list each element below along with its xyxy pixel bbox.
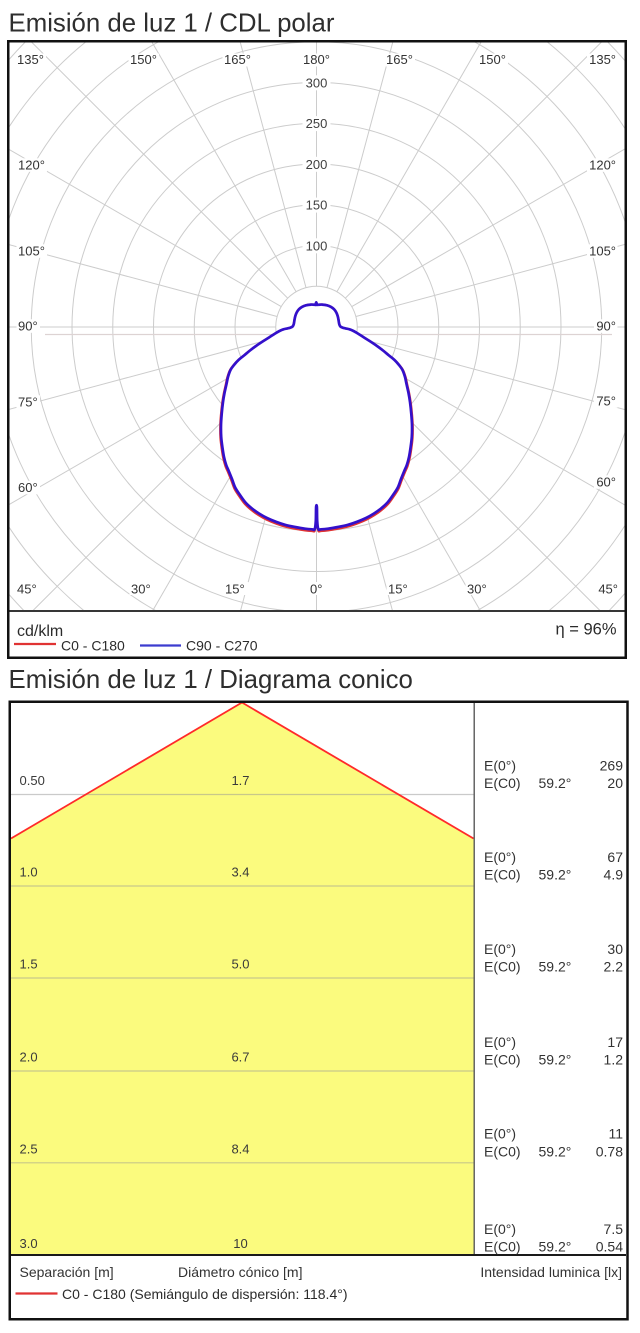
svg-text:Diámetro cónico [m]: Diámetro cónico [m]	[178, 1264, 302, 1280]
svg-text:E(C0): E(C0)	[484, 775, 521, 791]
svg-text:59.2°: 59.2°	[539, 867, 572, 883]
svg-text:2.2: 2.2	[604, 959, 624, 975]
svg-text:90°: 90°	[18, 318, 38, 333]
svg-text:2.0: 2.0	[20, 1050, 38, 1065]
svg-text:C0 - C180: C0 - C180	[61, 638, 125, 654]
svg-text:120°: 120°	[589, 157, 616, 172]
svg-text:1.5: 1.5	[20, 957, 38, 972]
svg-text:1.2: 1.2	[604, 1052, 624, 1068]
svg-text:59.2°: 59.2°	[539, 1143, 572, 1159]
svg-text:4.9: 4.9	[604, 867, 624, 883]
svg-text:η = 96%: η = 96%	[555, 621, 616, 639]
svg-text:59.2°: 59.2°	[539, 1052, 572, 1068]
svg-text:59.2°: 59.2°	[539, 959, 572, 975]
svg-text:E(0°): E(0°)	[484, 1126, 516, 1142]
svg-text:75°: 75°	[18, 394, 38, 409]
svg-text:75°: 75°	[596, 393, 616, 408]
svg-text:15°: 15°	[225, 581, 245, 596]
svg-text:100: 100	[306, 238, 328, 253]
svg-text:300: 300	[306, 75, 328, 90]
svg-text:67: 67	[607, 849, 623, 865]
svg-text:cd/klm: cd/klm	[17, 623, 63, 640]
svg-text:250: 250	[306, 116, 328, 131]
svg-text:C90 - C270: C90 - C270	[186, 638, 258, 654]
svg-text:E(0°): E(0°)	[484, 757, 516, 773]
svg-text:E(0°): E(0°)	[484, 849, 516, 865]
svg-text:60°: 60°	[18, 480, 38, 495]
svg-text:17: 17	[607, 1034, 623, 1050]
svg-text:Separación [m]: Separación [m]	[20, 1264, 114, 1280]
svg-text:3.0: 3.0	[20, 1236, 38, 1251]
svg-text:0.50: 0.50	[20, 773, 45, 788]
svg-text:180°: 180°	[303, 52, 330, 67]
svg-text:3.4: 3.4	[231, 865, 249, 880]
svg-text:60°: 60°	[596, 474, 616, 489]
svg-text:E(C0): E(C0)	[484, 959, 521, 975]
svg-text:E(C0): E(C0)	[484, 1052, 521, 1068]
svg-text:150: 150	[306, 198, 328, 213]
svg-text:30°: 30°	[131, 581, 151, 596]
svg-text:30°: 30°	[467, 581, 487, 596]
svg-text:105°: 105°	[589, 243, 616, 258]
svg-text:20: 20	[607, 775, 623, 791]
svg-text:8.4: 8.4	[231, 1142, 249, 1157]
svg-text:269: 269	[600, 757, 624, 773]
svg-text:150°: 150°	[130, 52, 157, 67]
svg-text:E(0°): E(0°)	[484, 941, 516, 957]
svg-text:59.2°: 59.2°	[539, 775, 572, 791]
svg-text:E(0°): E(0°)	[484, 1221, 516, 1237]
svg-text:135°: 135°	[589, 52, 616, 67]
svg-text:165°: 165°	[386, 52, 413, 67]
svg-text:135°: 135°	[17, 52, 44, 67]
svg-text:11: 11	[608, 1126, 623, 1142]
svg-text:E(C0): E(C0)	[484, 867, 521, 883]
svg-text:E(C0): E(C0)	[484, 1239, 521, 1255]
svg-text:15°: 15°	[388, 581, 408, 596]
svg-text:45°: 45°	[17, 581, 37, 596]
svg-text:7.5: 7.5	[604, 1221, 624, 1237]
svg-text:E(C0): E(C0)	[484, 1143, 521, 1159]
svg-text:1.7: 1.7	[231, 773, 249, 788]
svg-text:165°: 165°	[224, 52, 251, 67]
svg-text:E(0°): E(0°)	[484, 1034, 516, 1050]
svg-text:105°: 105°	[18, 243, 45, 258]
svg-text:59.2°: 59.2°	[539, 1239, 572, 1255]
svg-text:10: 10	[233, 1236, 247, 1251]
svg-text:5.0: 5.0	[231, 957, 249, 972]
svg-text:2.5: 2.5	[20, 1142, 38, 1157]
svg-text:Emisión de luz 1 / Diagrama co: Emisión de luz 1 / Diagrama conico	[9, 666, 413, 694]
svg-text:C0 - C180 (Semiángulo de dispe: C0 - C180 (Semiángulo de dispersión: 118…	[62, 1286, 348, 1302]
svg-text:0.78: 0.78	[596, 1143, 623, 1159]
svg-text:0°: 0°	[310, 581, 322, 596]
svg-text:90°: 90°	[596, 318, 616, 333]
svg-text:1.0: 1.0	[20, 865, 38, 880]
svg-text:6.7: 6.7	[231, 1050, 249, 1065]
svg-text:Intensidad luminica [lx]: Intensidad luminica [lx]	[480, 1264, 622, 1280]
svg-text:Emisión de luz 1 / CDL polar: Emisión de luz 1 / CDL polar	[9, 10, 335, 38]
svg-text:150°: 150°	[479, 52, 506, 67]
svg-text:0.54: 0.54	[596, 1239, 623, 1255]
svg-text:200: 200	[306, 157, 328, 172]
svg-text:45°: 45°	[598, 581, 618, 596]
svg-text:120°: 120°	[18, 157, 45, 172]
svg-text:30: 30	[607, 941, 623, 957]
